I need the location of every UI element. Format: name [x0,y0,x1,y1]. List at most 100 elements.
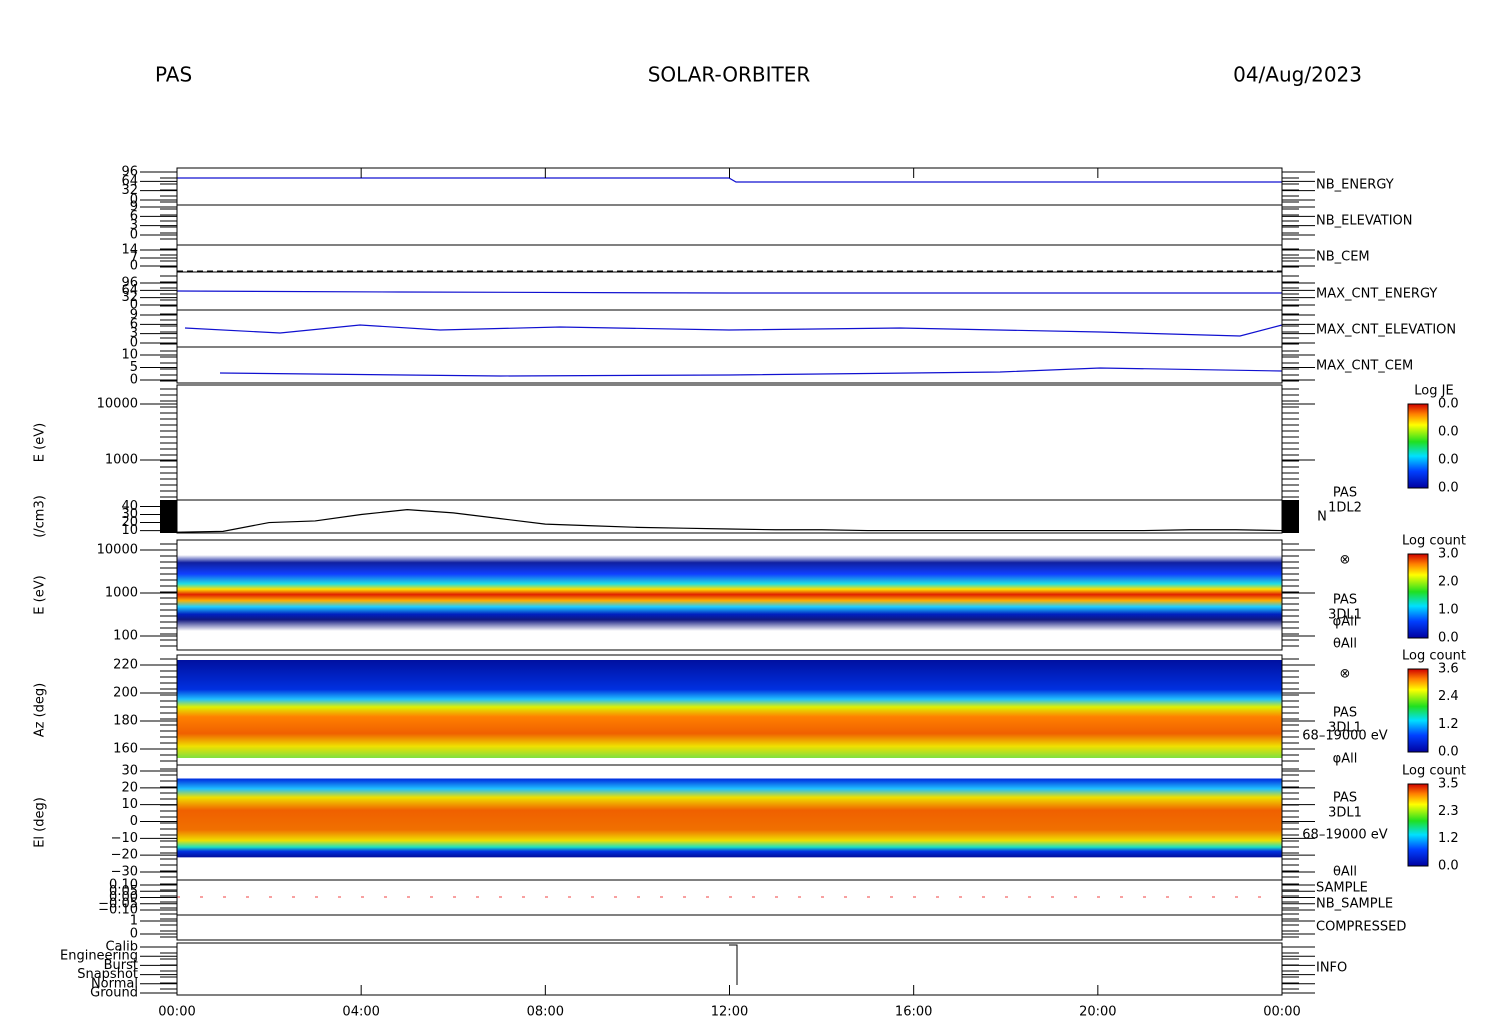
y-tick-label: 6 [130,209,138,224]
colorbar-tick: 3.6 [1438,662,1459,677]
panel-note: θAll [1333,865,1357,880]
traces [176,177,1283,377]
panel-label: INFO [1316,961,1347,976]
panel-frame [176,309,1283,348]
y-tick-label: 160 [113,742,138,757]
colorbar-title: Log count [1402,764,1466,779]
x-tick-label: 08:00 [527,1005,564,1020]
panel-frame [176,384,1283,501]
y-tick-label: 0 [130,259,138,274]
y-tick-label: 7 [130,251,138,266]
panel-frame [176,204,1283,246]
colorbar-tick: 0.0 [1438,859,1459,874]
colorbar-tick: 0.0 [1438,745,1459,760]
panel-note: PAS [1333,791,1357,806]
y-tick-label: 40 [121,499,138,514]
panel-label: NB_CEM [1316,250,1370,265]
y-tick-label: 200 [113,686,138,701]
y-tick-label: 30 [121,764,138,779]
y-tick-label: Engineering [60,949,138,964]
y-tick-label: 10000 [97,397,138,412]
y-tick-label: 0.00 [109,890,138,905]
y-tick-label: 0.10 [109,878,138,893]
colorbar [1407,403,1429,489]
colorbar-title: Log JE [1414,384,1453,399]
y-tick-label: 3 [130,326,138,341]
y-tick-label: −10 [111,831,138,846]
y-tick-label: 20 [121,515,138,530]
panel-note: 3DL1 [1328,806,1362,821]
y-tick-label: 96 [121,165,138,180]
x-tick-label: 00:00 [1263,1005,1300,1020]
colorbar [1407,553,1429,639]
y-tick-label: 0 [130,193,138,208]
colorbar-tick: 0.0 [1438,631,1459,646]
colorbar-tick: 0.0 [1438,453,1459,468]
y-tick-label: −0.05 [98,896,138,911]
panel-label: NB_SAMPLE [1316,897,1393,912]
y-axis-label: Az (deg) [33,683,48,738]
y-tick-label: Ground [90,986,138,1001]
panel-label: NB_ELEVATION [1316,214,1413,229]
y-tick-label: −20 [111,848,138,863]
y-tick-label: 0 [130,373,138,388]
y-tick-label: Calib [105,940,138,955]
y-tick-label: 6 [130,317,138,332]
y-tick-label: 10 [121,523,138,538]
panel-note: θAll [1333,637,1357,652]
symbol: ⊗ [1340,667,1351,682]
colorbar-tick: 2.4 [1438,689,1459,704]
y-axis-label: El (deg) [33,797,48,848]
y-tick-label: 0 [130,927,138,942]
panel-frame [176,499,1283,534]
y-tick-label: 30 [121,507,138,522]
fill-block [1282,500,1299,533]
colorbar [1407,668,1429,753]
y-tick-label: 64 [121,283,138,298]
y-tick-label: 5 [130,360,138,375]
y-tick-label: 3 [130,218,138,233]
colorbar-tick: 1.2 [1438,831,1459,846]
y-tick-label: 100 [113,629,138,644]
panel-label: SAMPLE [1316,881,1368,896]
panel-note: φAll [1333,752,1358,767]
y-tick-label: 1 [130,914,138,929]
y-tick-label: 14 [121,243,138,258]
panel-label: MAX_CNT_ENERGY [1316,287,1437,302]
colorbar-tick: 0.0 [1438,481,1459,496]
panel-note: 68–19000 eV [1302,828,1388,843]
panel-note: N [1317,510,1327,525]
colorbar-tick: 3.5 [1438,777,1459,792]
y-tick-label: 10 [121,797,138,812]
y-tick-label: 180 [113,714,138,729]
panel-note: 68–19000 eV [1302,729,1388,744]
x-tick-label: 16:00 [895,1005,932,1020]
y-tick-label: 0 [130,228,138,243]
colorbar-tick: 3.0 [1438,547,1459,562]
y-tick-label: 1000 [105,453,138,468]
header-title: SOLAR-ORBITER [648,63,811,87]
y-tick-label: 1000 [105,586,138,601]
y-tick-label: 9 [130,200,138,215]
info-trace [729,944,738,985]
y-tick-label: Normal [91,976,138,991]
panel-label: MAX_CNT_ELEVATION [1316,323,1456,338]
y-tick-label: 96 [121,276,138,291]
panel-label: NB_ENERGY [1316,178,1394,193]
azimuth-spectrogram [177,660,1282,758]
y-axis-label: E (eV) [33,575,48,614]
panel-frame [176,271,1283,311]
y-tick-label: 0 [130,298,138,313]
symbol: ⊗ [1340,553,1351,568]
x-tick-label: 20:00 [1079,1005,1116,1020]
y-tick-label: 20 [121,780,138,795]
y-tick-label: 10000 [97,543,138,558]
header-date: 04/Aug/2023 [1233,63,1362,87]
colorbar-tick: 1.2 [1438,717,1459,732]
panel-note: 3DL1 [1328,608,1362,623]
colorbar-tick: 0.0 [1438,397,1459,412]
y-tick-label: 0 [130,336,138,351]
panel-note: 3DL1 [1328,721,1362,736]
colorbar-tick: 2.0 [1438,575,1459,590]
colorbar-tick: 1.0 [1438,603,1459,618]
